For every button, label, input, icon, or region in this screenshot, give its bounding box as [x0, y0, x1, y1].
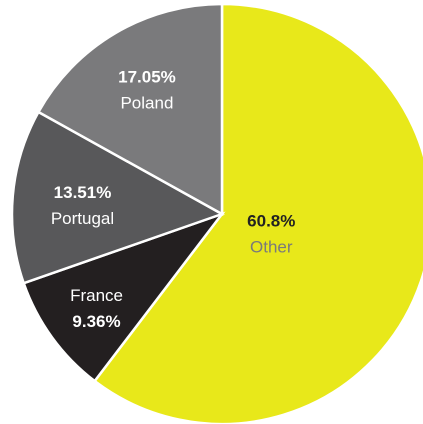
pie-value-poland: 17.05% [118, 67, 176, 86]
pie-label-poland: Poland [120, 93, 173, 112]
pie-label-other: Other [250, 238, 293, 257]
pie-labels: 60.8% Other France 9.36% 13.51% Portugal 17.05… [51, 67, 296, 331]
pie-slices [10, 2, 423, 424]
pie-slice-france [22, 211, 226, 383]
pie-value-france: 9.36% [72, 312, 120, 331]
pie-label-france: France [70, 286, 123, 305]
pie-label-portugal: Portugal [51, 209, 114, 228]
pie-value-portugal: 13.51% [54, 183, 112, 202]
pie-slice-poland [36, 2, 224, 217]
pie-slice-other [92, 2, 423, 424]
pie-slice-portugal [10, 110, 226, 285]
pie-value-other: 60.8% [247, 212, 295, 231]
